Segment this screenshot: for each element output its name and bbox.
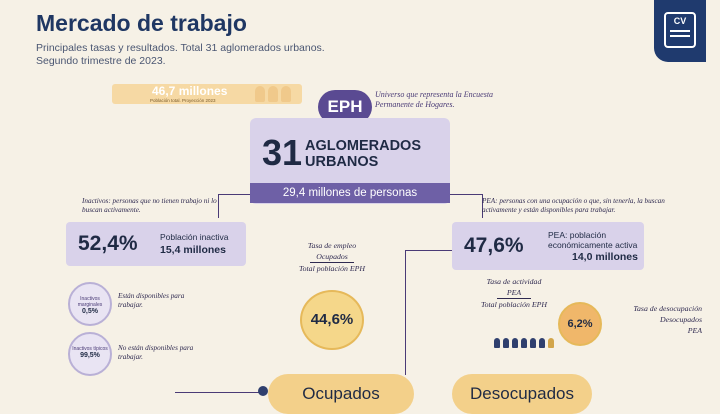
connector-line <box>450 194 482 195</box>
brand-logo-box: CV <box>654 0 706 62</box>
inactivos-tipicos-circle: Inactivos típicos 99,5% <box>68 332 112 376</box>
person-icon <box>530 338 536 348</box>
inactivos-tipicos-desc: No están disponibles para trabajar. <box>118 344 194 361</box>
person-icon <box>512 338 518 348</box>
person-icon <box>521 338 527 348</box>
aglomerados-label: AGLOMERADOS URBANOS <box>305 138 421 170</box>
desocupacion-numerator: Desocupados <box>659 315 702 324</box>
inactivos-marginales-circle: Inactivos marginales 0,5% <box>68 282 112 326</box>
person-icon <box>255 86 265 102</box>
desocupados-pill: Desocupados <box>452 374 592 414</box>
desocupacion-denominator: PEA <box>687 326 702 335</box>
people-icons <box>494 338 558 362</box>
person-icon <box>281 86 291 102</box>
inactivos-label: Población inactiva <box>160 232 229 242</box>
connector-line <box>405 250 406 375</box>
connector-line <box>175 392 265 393</box>
person-icon <box>503 338 509 348</box>
desocupacion-formula: Tasa de desocupación Desocupados PEA <box>610 303 702 336</box>
empleo-title: Tasa de empleo <box>307 241 357 250</box>
connector-line <box>218 194 219 218</box>
empleo-formula: Tasa de empleo Ocupados Total población … <box>282 240 382 274</box>
page-title: Mercado de trabajo <box>36 10 247 36</box>
inactivos-marginales-pct: 0,5% <box>82 308 98 315</box>
document-icon: CV <box>664 12 696 48</box>
inactivos-marginales-desc: Están disponibles para trabajar. <box>118 292 185 309</box>
desocupacion-pct-circle: 6,2% <box>558 302 602 346</box>
actividad-denominator: Total población EPH <box>481 300 547 309</box>
ocupados-pill: Ocupados <box>268 374 414 414</box>
empleo-denominator: Total población EPH <box>299 264 365 273</box>
pea-pct: 47,6% <box>464 234 524 257</box>
logo-text: CV <box>673 16 687 26</box>
subtitle-line-2: Segundo trimestre de 2023. <box>36 55 166 67</box>
person-icon <box>539 338 545 348</box>
person-icon <box>268 86 278 102</box>
pea-box <box>452 222 644 270</box>
connector-line <box>218 194 250 195</box>
actividad-numerator: PEA <box>496 287 532 299</box>
connector-line <box>482 194 483 218</box>
subtitle-line-1: Principales tasas y resultados. Total 31… <box>36 42 325 54</box>
pea-label: PEA: población económicamente activa <box>548 230 638 250</box>
population-value: 46,7 millones <box>152 84 228 98</box>
person-icon <box>548 338 554 348</box>
empleo-numerator: Ocupados <box>310 251 354 263</box>
connector-dot <box>258 386 268 396</box>
aglomerados-number: 31 <box>262 132 303 173</box>
inactivos-definition: Inactivos: personas que no tienen trabaj… <box>82 197 217 214</box>
inactivos-tipicos-label: Inactivos típicos <box>72 346 108 352</box>
inactivos-pct: 52,4% <box>78 232 138 255</box>
actividad-title: Tasa de actividad <box>486 277 542 286</box>
connector-line <box>405 250 453 251</box>
person-icon <box>494 338 500 348</box>
pea-value: 14,0 millones <box>572 251 638 263</box>
aglomerados-persons: 29,4 millones de personas <box>250 183 450 203</box>
inactivos-box <box>66 222 246 266</box>
desocupacion-title: Tasa de desocupación <box>633 304 702 313</box>
pea-definition: PEA: personas con una ocupación o que, s… <box>482 197 665 214</box>
population-bar <box>112 84 302 104</box>
population-note: Población total. Proyección 2023 <box>150 98 216 103</box>
page-subtitle: Principales tasas y resultados. Total 31… <box>36 42 356 68</box>
eph-universe-note: Universo que representa la Encuesta Perm… <box>375 90 494 109</box>
inactivos-tipicos-pct: 99,5% <box>80 352 100 359</box>
actividad-formula: Tasa de actividad PEA Total población EP… <box>464 276 564 310</box>
empleo-pct-circle: 44,6% <box>300 290 364 350</box>
inactivos-marginales-label: Inactivos marginales <box>77 296 103 308</box>
inactivos-value: 15,4 millones <box>160 244 226 256</box>
